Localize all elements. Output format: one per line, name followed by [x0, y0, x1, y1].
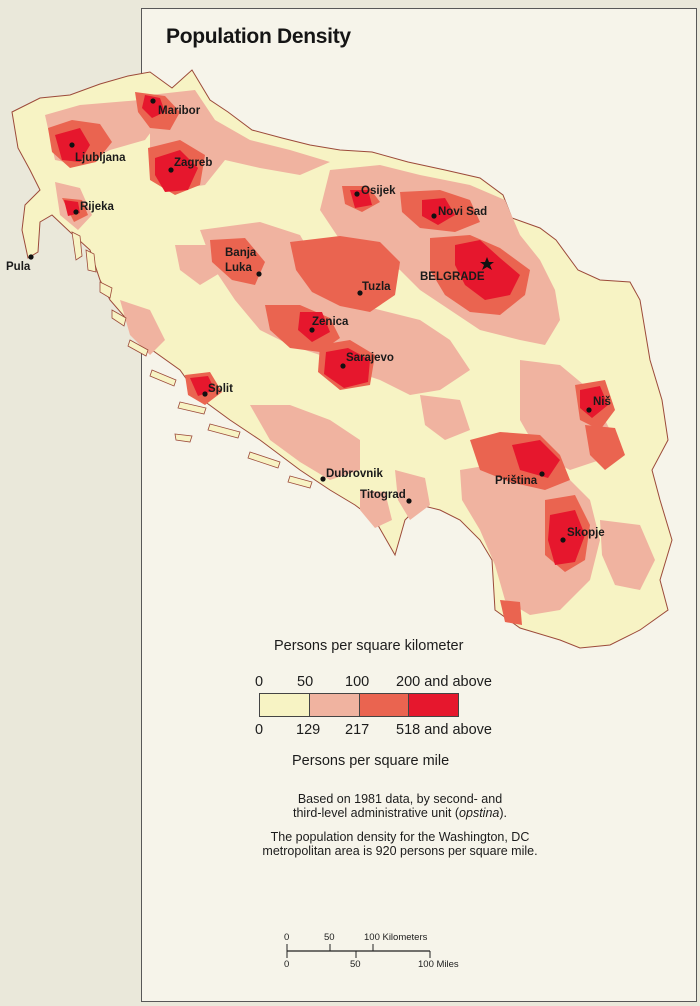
dot-icon — [340, 363, 346, 369]
city-label-banja: Banja — [225, 247, 257, 259]
legend-mile-title: Persons per square mile — [292, 753, 450, 769]
city-label-novi-sad: Novi Sad — [438, 206, 487, 218]
note-line-2b: ). — [499, 806, 507, 820]
note-washington: The population density for the Washingto… — [200, 830, 600, 858]
dot-icon — [431, 213, 437, 219]
city-label-osijek: Osijek — [361, 185, 396, 197]
dot-icon — [256, 271, 262, 277]
dot-icon — [406, 498, 412, 504]
note-line-3: The population density for the Washingto… — [270, 830, 530, 844]
dot-icon — [73, 209, 79, 215]
legend-km-tick-0: 0 — [255, 674, 264, 690]
dot-icon — [560, 537, 566, 543]
city-label-pristina: Priština — [495, 475, 538, 487]
dot-icon — [69, 142, 75, 148]
note-line-2: third-level administrative unit (opstina… — [200, 806, 600, 820]
legend-km-tick-100: 100 — [345, 674, 370, 690]
scale-km-100: 100 Kilometers — [364, 932, 428, 943]
city-label-belgrade: BELGRADE — [420, 271, 485, 283]
legend-mi-tick-217: 217 — [345, 722, 370, 738]
legend-swatch-mid — [309, 694, 360, 716]
city-label-zagreb: Zagreb — [174, 157, 212, 169]
city-labels: Maribor Ljubljana Zagreb Rijeka Pula Osi… — [6, 105, 611, 539]
city-label-skopje: Skopje — [567, 527, 605, 539]
note-line-2a: third-level administrative unit ( — [293, 806, 460, 820]
city-dots — [28, 98, 592, 543]
scale-mi-0: 0 — [284, 959, 289, 970]
note-line-2-italic: opstina — [459, 806, 500, 820]
city-label-dubrovnik: Dubrovnik — [326, 468, 383, 480]
city-label-titograd: Titograd — [360, 489, 406, 501]
legend-km-title: Persons per square kilometer — [274, 638, 464, 654]
legend-mi-tick-0: 0 — [255, 722, 264, 738]
dot-icon — [586, 407, 592, 413]
city-label-pula: Pula — [6, 261, 31, 273]
legend-color-bar — [259, 693, 459, 717]
legend-km-tick-200: 200 and above — [396, 674, 492, 690]
note-data-source: Based on 1981 data, by second- and third… — [200, 792, 600, 820]
scale-mi-100: 100 Miles — [418, 959, 459, 970]
city-label-nis: Niš — [593, 396, 611, 408]
legend-swatch-low — [260, 694, 310, 716]
note-line-4: metropolitan area is 920 persons per squ… — [262, 844, 538, 858]
city-label-split: Split — [208, 383, 233, 395]
city-label-tuzla: Tuzla — [362, 281, 391, 293]
legend-mi-tick-518: 518 and above — [396, 722, 492, 738]
city-label-ljubljana: Ljubljana — [75, 152, 126, 164]
legend-swatch-top — [409, 694, 458, 716]
adriatic-islands — [71, 231, 313, 489]
scale-mi-50: 50 — [350, 959, 361, 970]
density-top-regions — [55, 95, 608, 565]
legend-mi-tick-129: 129 — [296, 722, 321, 738]
scale-km-0: 0 — [284, 932, 289, 943]
dot-icon — [309, 327, 315, 333]
legend-swatch-high — [359, 694, 410, 716]
dot-icon — [168, 167, 174, 173]
city-label-luka: Luka — [225, 262, 252, 274]
note-line-1: Based on 1981 data, by second- and — [297, 792, 503, 806]
city-label-zenica: Zenica — [312, 316, 349, 328]
map-title: Population Density — [166, 25, 351, 48]
city-label-rijeka: Rijeka — [80, 201, 114, 213]
city-label-sarajevo: Sarajevo — [346, 352, 394, 364]
dot-icon — [357, 290, 363, 296]
dot-icon — [354, 191, 360, 197]
dot-icon — [28, 254, 34, 260]
legend-km-tick-50: 50 — [297, 674, 314, 690]
scale-bar: 0 50 100 Kilometers 0 50 100 Miles — [284, 932, 459, 970]
dot-icon — [202, 391, 208, 397]
capital-star-icon — [480, 257, 494, 270]
dot-icon — [320, 476, 326, 482]
dot-icon — [539, 471, 545, 477]
scale-km-50: 50 — [324, 932, 335, 943]
dot-icon — [150, 98, 156, 104]
city-label-maribor: Maribor — [158, 105, 201, 117]
